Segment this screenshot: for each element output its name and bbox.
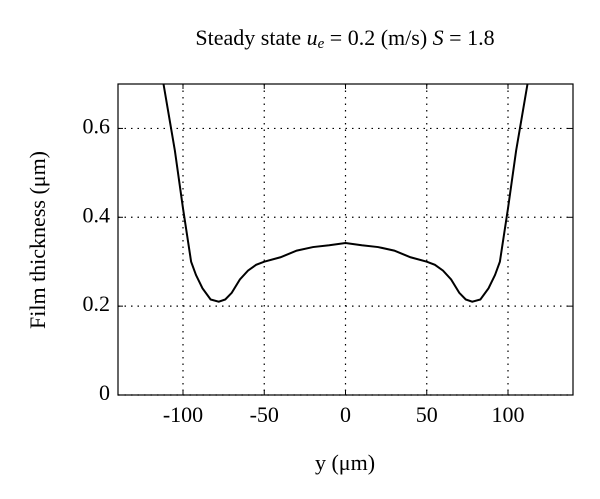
- title-part: = 1.8: [444, 25, 495, 50]
- chart-title: Steady state ue = 0.2 (m/s) S = 1.8: [195, 25, 494, 52]
- y-tick-label: 0: [99, 380, 110, 405]
- title-part: S: [433, 25, 444, 50]
- plot-frame: [117, 83, 574, 396]
- x-tick-label: -100: [163, 402, 203, 427]
- x-tick-label: 0: [340, 402, 351, 427]
- x-axis-label: y (μm): [315, 450, 375, 475]
- y-tick-label: 0.6: [83, 113, 111, 138]
- y-tick-label: 0.2: [83, 291, 111, 316]
- y-axis-label: Film thickness (μm): [25, 151, 50, 329]
- title-part: = 0.2 (m/s): [324, 25, 432, 50]
- title-part: e: [318, 36, 325, 52]
- x-tick-label: -50: [250, 402, 279, 427]
- title-part: Steady state: [195, 25, 306, 50]
- x-tick-label: 100: [492, 402, 525, 427]
- title-part: u: [307, 25, 318, 50]
- line-series: [162, 83, 529, 303]
- y-tick-label: 0.4: [83, 202, 111, 227]
- x-tick-label: 50: [416, 402, 438, 427]
